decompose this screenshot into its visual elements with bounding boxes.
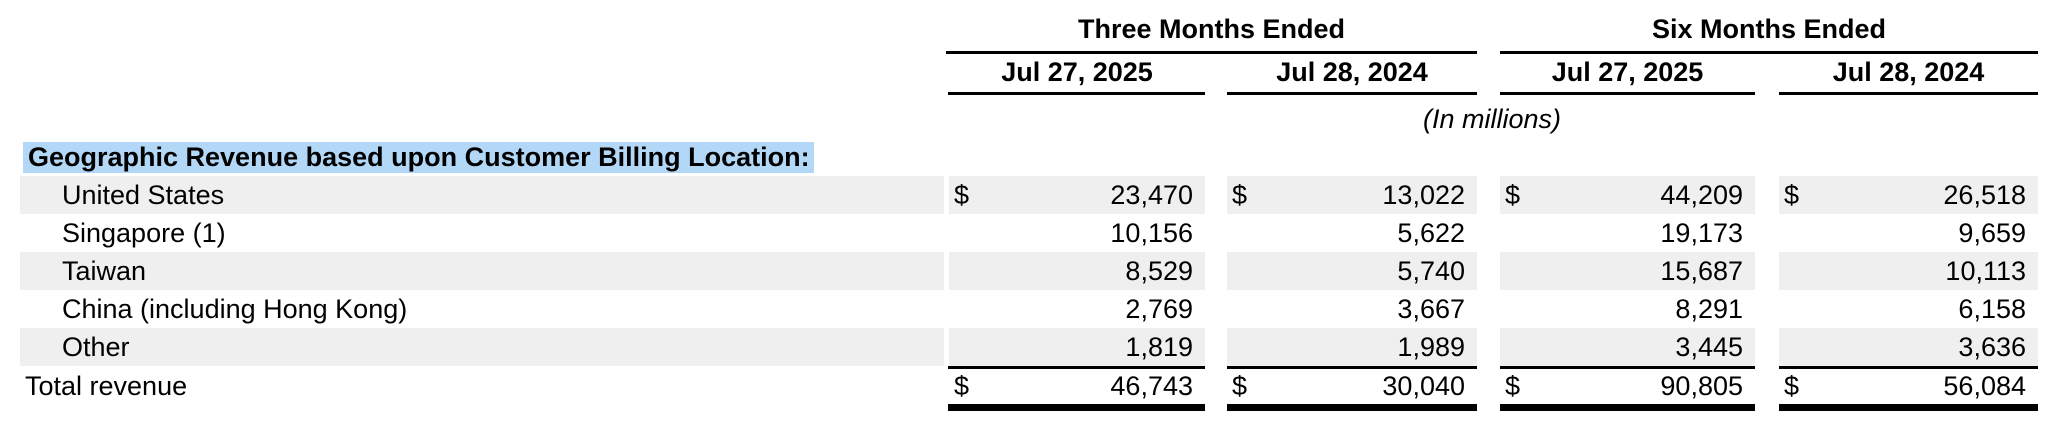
currency-symbol: $ bbox=[1784, 180, 1800, 210]
row-label: Total revenue bbox=[25, 371, 188, 401]
currency-symbol: $ bbox=[1232, 180, 1248, 210]
amount-cell: $23,470 bbox=[949, 176, 1205, 214]
amount-cell: $26,518 bbox=[1779, 176, 2038, 214]
row-label: United States bbox=[20, 176, 944, 214]
amount-cell: 1,819 bbox=[949, 328, 1205, 366]
amount-cell: 5,622 bbox=[1227, 214, 1477, 252]
total-bottom-rule bbox=[1500, 404, 1755, 411]
amount-value: 1,819 bbox=[1125, 332, 1193, 362]
amount-value: 46,743 bbox=[1110, 371, 1193, 401]
amount-value: 3,667 bbox=[1397, 294, 1465, 324]
table-row: Taiwan 8,529 5,740 15,687 10,113 bbox=[0, 252, 2048, 290]
total-row: Total revenue $46,743 $30,040 $90,805 $5… bbox=[0, 369, 2048, 404]
amount-value: 10,156 bbox=[1110, 218, 1193, 248]
amount-cell: 1,989 bbox=[1227, 328, 1477, 366]
amount-cell: 6,158 bbox=[1779, 290, 2038, 328]
section-heading: Geographic Revenue based upon Customer B… bbox=[23, 142, 814, 173]
amount-cell: 19,173 bbox=[1500, 214, 1755, 252]
total-bottom-rule bbox=[1779, 404, 2038, 411]
group-underline bbox=[946, 51, 1477, 54]
total-bottom-rule bbox=[1227, 404, 1477, 411]
amount-value: 15,687 bbox=[1660, 256, 1743, 286]
amount-cell: 9,659 bbox=[1779, 214, 2038, 252]
total-bottom-rule bbox=[948, 404, 1205, 411]
amount-value: 19,173 bbox=[1660, 218, 1743, 248]
amount-value: 9,659 bbox=[1958, 218, 2026, 248]
table-row: Other 1,819 1,989 3,445 3,636 bbox=[0, 328, 2048, 366]
amount-value: 3,636 bbox=[1958, 332, 2026, 362]
amount-value: 10,113 bbox=[1945, 256, 2026, 286]
row-label: Singapore (1) bbox=[62, 218, 226, 248]
table-row: United States $23,470 $13,022 $44,209 $2… bbox=[0, 176, 2048, 214]
amount-cell: 2,769 bbox=[949, 290, 1205, 328]
amount-value: 6,158 bbox=[1958, 294, 2026, 324]
amount-cell: $30,040 bbox=[1227, 369, 1477, 404]
column-underline bbox=[1227, 92, 1477, 95]
amount-value: 44,209 bbox=[1660, 180, 1743, 210]
period-group-header-three-months: Three Months Ended bbox=[1077, 14, 1345, 44]
column-header-date: Jul 28, 2024 bbox=[1276, 57, 1428, 87]
amount-cell: $56,084 bbox=[1779, 369, 2038, 404]
amount-cell: $90,805 bbox=[1500, 369, 1755, 404]
currency-symbol: $ bbox=[1505, 371, 1521, 401]
amount-value: 26,518 bbox=[1943, 180, 2026, 210]
total-top-rule bbox=[1227, 366, 1477, 369]
amount-value: 5,740 bbox=[1397, 256, 1465, 286]
table-row: Singapore (1) 10,156 5,622 19,173 9,659 bbox=[0, 214, 2048, 252]
amount-cell: $13,022 bbox=[1227, 176, 1477, 214]
amount-value: 2,769 bbox=[1125, 294, 1193, 324]
group-underline bbox=[1500, 51, 2038, 54]
column-underline bbox=[1779, 92, 2038, 95]
amount-value: 30,040 bbox=[1382, 371, 1465, 401]
amount-cell: 8,291 bbox=[1500, 290, 1755, 328]
row-label: Other bbox=[20, 328, 944, 366]
row-label: China (including Hong Kong) bbox=[62, 294, 408, 324]
column-underline bbox=[948, 92, 1205, 95]
amount-value: 56,084 bbox=[1943, 371, 2026, 401]
currency-symbol: $ bbox=[1232, 371, 1248, 401]
amount-value: 90,805 bbox=[1660, 371, 1743, 401]
total-top-rule bbox=[1779, 366, 2038, 369]
amount-cell: $46,743 bbox=[949, 369, 1205, 404]
amount-cell: 3,667 bbox=[1227, 290, 1477, 328]
amount-value: 3,445 bbox=[1675, 332, 1743, 362]
units-note: (In millions) bbox=[1422, 104, 1562, 134]
amount-cell: 3,445 bbox=[1500, 328, 1755, 366]
currency-symbol: $ bbox=[954, 180, 970, 210]
column-header-date: Jul 27, 2025 bbox=[1001, 57, 1153, 87]
currency-symbol: $ bbox=[954, 371, 970, 401]
row-label: Taiwan bbox=[20, 252, 944, 290]
amount-value: 8,529 bbox=[1125, 256, 1193, 286]
amount-value: 1,989 bbox=[1397, 332, 1465, 362]
amount-cell: 8,529 bbox=[949, 252, 1205, 290]
amount-value: 13,022 bbox=[1382, 180, 1465, 210]
total-top-rule bbox=[948, 366, 1205, 369]
column-header-date: Jul 27, 2025 bbox=[1551, 57, 1704, 87]
total-top-rule bbox=[1500, 366, 1755, 369]
column-header-date: Jul 28, 2024 bbox=[1832, 57, 1985, 87]
amount-cell: 3,636 bbox=[1779, 328, 2038, 366]
period-group-header-six-months: Six Months Ended bbox=[1651, 14, 1886, 44]
amount-cell: 10,156 bbox=[949, 214, 1205, 252]
amount-value: 23,470 bbox=[1110, 180, 1193, 210]
amount-cell: 10,113 bbox=[1779, 252, 2038, 290]
currency-symbol: $ bbox=[1505, 180, 1521, 210]
currency-symbol: $ bbox=[1784, 371, 1800, 401]
amount-cell: $44,209 bbox=[1500, 176, 1755, 214]
amount-cell: 5,740 bbox=[1227, 252, 1477, 290]
amount-value: 5,622 bbox=[1397, 218, 1465, 248]
amount-value: 8,291 bbox=[1675, 294, 1743, 324]
table-row: China (including Hong Kong) 2,769 3,667 … bbox=[0, 290, 2048, 328]
amount-cell: 15,687 bbox=[1500, 252, 1755, 290]
column-underline bbox=[1500, 92, 1755, 95]
